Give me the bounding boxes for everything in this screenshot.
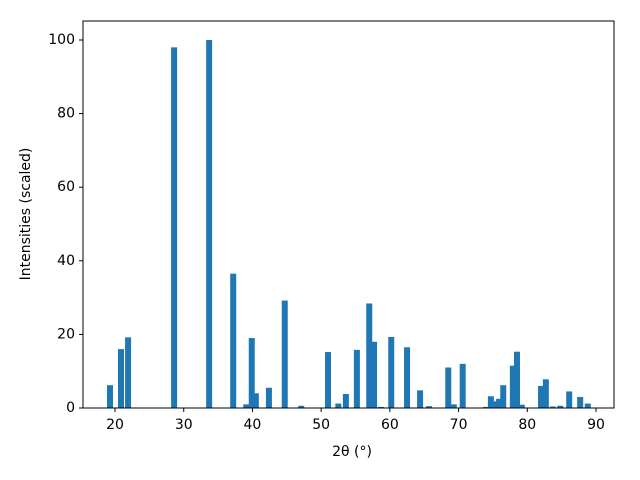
bar: [483, 406, 490, 408]
x-tick-label: 70: [450, 417, 468, 433]
x-tick-label: 50: [312, 417, 330, 433]
y-tick-label: 80: [57, 106, 75, 122]
bar: [366, 303, 373, 408]
x-tick-label: 20: [106, 417, 124, 433]
y-tick-label: 0: [66, 400, 75, 416]
y-tick-label: 100: [48, 32, 75, 48]
bar: [417, 390, 424, 408]
bar: [265, 387, 272, 408]
bar: [513, 351, 520, 408]
x-tick-label: 60: [381, 417, 399, 433]
bar: [342, 394, 349, 408]
bar: [450, 404, 457, 408]
x-tick-label: 80: [518, 417, 536, 433]
x-tick-label: 40: [244, 417, 262, 433]
bar: [426, 406, 433, 408]
x-tick-label: 90: [587, 417, 605, 433]
bar: [388, 336, 395, 408]
y-tick-label: 20: [57, 326, 75, 342]
bar: [557, 405, 564, 408]
bar: [117, 349, 124, 408]
bar: [107, 385, 114, 408]
bar: [252, 393, 259, 408]
bar: [325, 352, 332, 408]
bar: [281, 300, 288, 408]
bar: [248, 338, 255, 408]
bar: [584, 403, 591, 408]
bar: [353, 349, 360, 408]
bar: [125, 337, 132, 408]
bar: [298, 405, 305, 408]
bar: [445, 367, 452, 408]
bar: [243, 404, 250, 408]
bar: [171, 47, 178, 409]
bar: [206, 39, 213, 408]
y-axis-label: Intensities (scaled): [18, 148, 34, 281]
bar: [371, 341, 378, 408]
bar: [377, 406, 384, 408]
y-tick-label: 60: [57, 179, 75, 195]
bar: [230, 273, 237, 408]
bar: [459, 363, 466, 408]
bar: [566, 391, 573, 408]
bar: [496, 398, 503, 408]
bar: [509, 365, 516, 408]
plot-frame: [82, 20, 615, 409]
bar: [538, 385, 545, 408]
bar: [404, 347, 411, 408]
bar: [491, 401, 498, 408]
bar: [500, 385, 507, 408]
bar: [542, 379, 549, 408]
y-tick-label: 40: [57, 253, 75, 269]
bar: [518, 404, 525, 408]
bar: [487, 396, 494, 408]
x-axis-label: 2θ (°): [332, 444, 372, 460]
bar: [549, 406, 556, 408]
x-tick-label: 30: [175, 417, 193, 433]
bar: [335, 403, 342, 408]
bar: [577, 396, 584, 408]
